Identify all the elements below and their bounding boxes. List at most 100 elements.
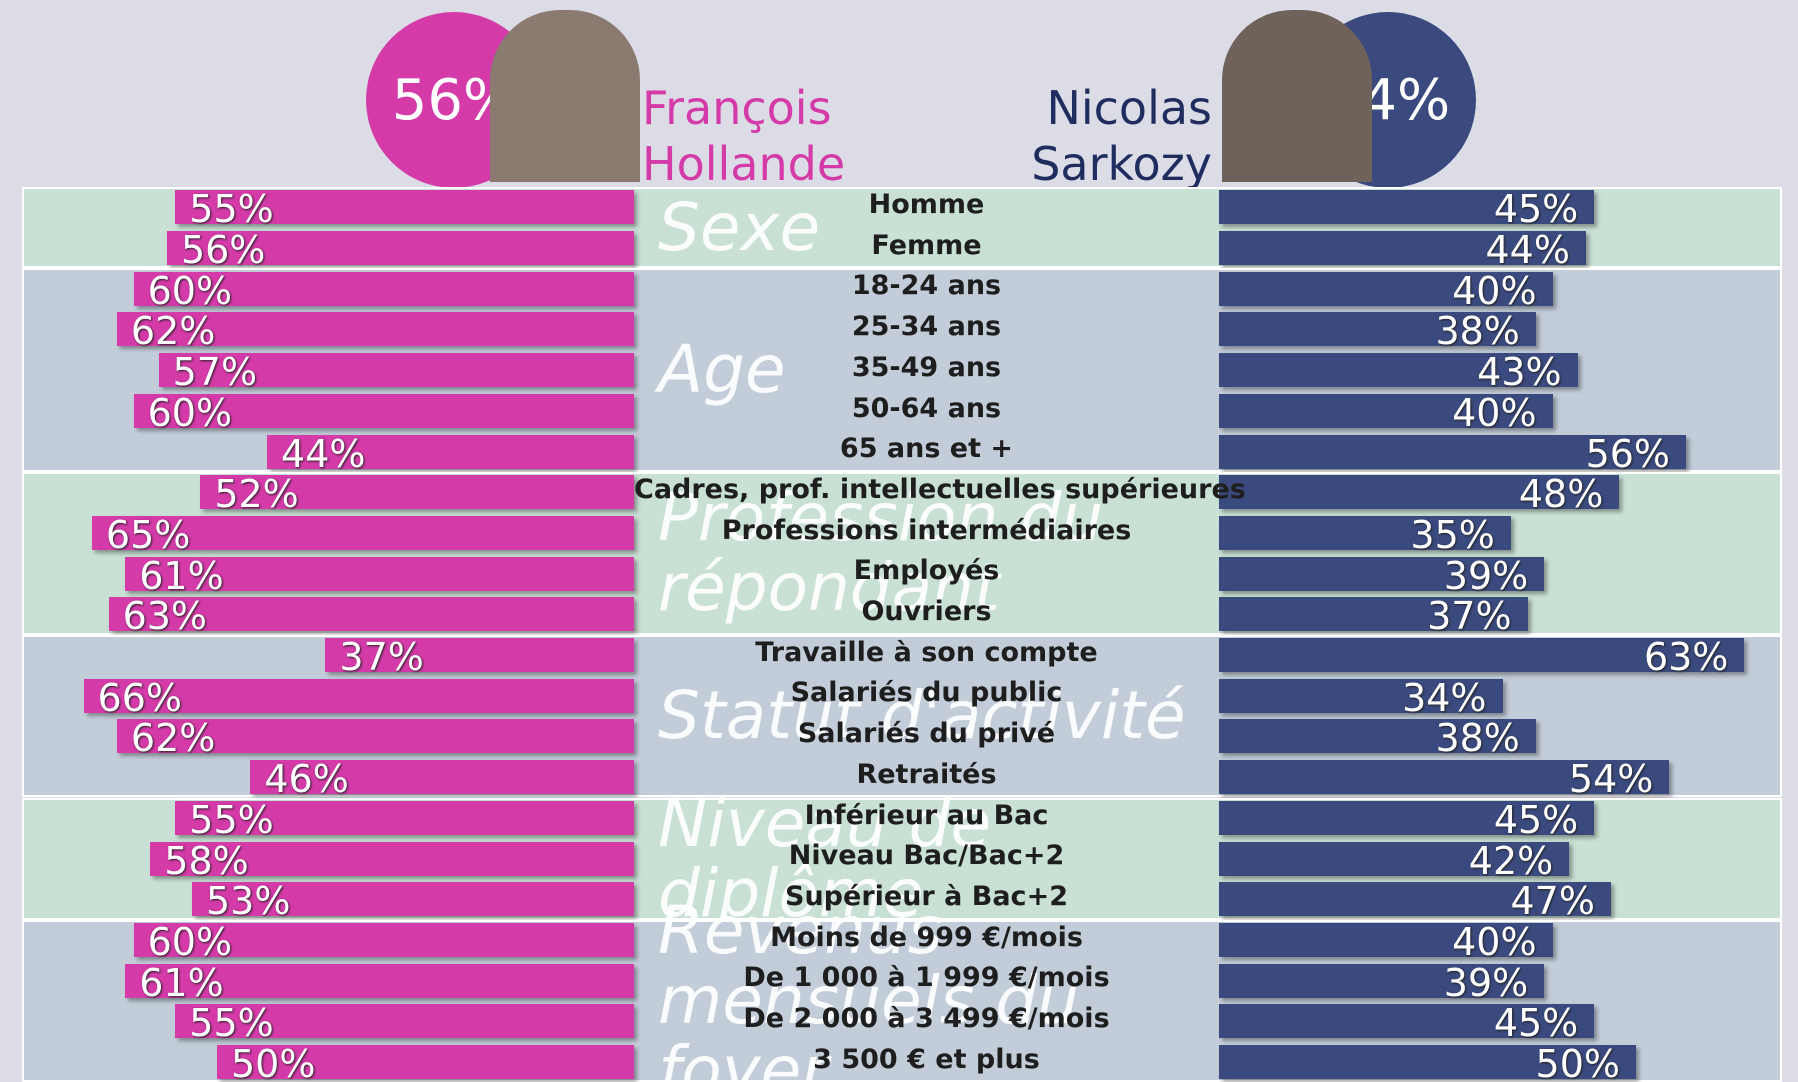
bar xyxy=(116,312,634,347)
value-label: 55% xyxy=(189,797,274,842)
bar xyxy=(1219,434,1687,469)
category-label: Inférieur au Bac xyxy=(804,799,1049,831)
value-label: 40% xyxy=(1452,919,1537,964)
bar xyxy=(166,231,634,266)
group-label: Niveau de diplôme xyxy=(658,784,992,932)
category-label: Travaille à son compte xyxy=(755,636,1098,668)
category-label: Homme xyxy=(868,189,985,220)
value-label: 42% xyxy=(1468,838,1554,883)
value-label: 54% xyxy=(1568,757,1654,802)
bar xyxy=(1219,475,1620,510)
value-label: 58% xyxy=(164,838,249,883)
value-label: 44% xyxy=(281,431,366,476)
value-label: 34% xyxy=(1402,675,1487,720)
bar xyxy=(1219,312,1536,347)
value-label: 44% xyxy=(1485,228,1570,273)
value-label: 63% xyxy=(122,594,208,639)
value-label: 57% xyxy=(172,350,258,395)
bar xyxy=(1219,393,1553,428)
value-label: 37% xyxy=(339,635,424,680)
value-label: 55% xyxy=(189,1001,274,1046)
category-label: Ouvriers xyxy=(861,596,992,627)
value-label: 39% xyxy=(1443,553,1529,598)
bar xyxy=(150,841,634,876)
category-label: 65 ans et + xyxy=(839,433,1014,465)
value-label: 63% xyxy=(1643,635,1729,680)
value-label: 56% xyxy=(1585,431,1671,476)
category-label: De 2 000 à 3 499 €/mois xyxy=(743,1003,1110,1034)
category-label: De 1 000 à 1 999 €/mois xyxy=(743,962,1110,994)
value-label: 45% xyxy=(1493,187,1579,232)
bar xyxy=(116,719,634,754)
value-label: 38% xyxy=(1435,716,1520,761)
bar xyxy=(175,800,634,835)
category-label: Employés xyxy=(853,555,1000,587)
value-label: 65% xyxy=(105,512,191,557)
value-label: 43% xyxy=(1477,350,1562,395)
bar xyxy=(325,638,634,673)
bar xyxy=(1219,1045,1636,1080)
category-label: Cadres, prof. intellectuelles supérieure… xyxy=(634,473,1246,505)
bar xyxy=(1219,760,1670,795)
value-label: 56% xyxy=(180,228,266,273)
bar xyxy=(1219,882,1611,917)
value-label: 61% xyxy=(139,553,224,598)
category-label: Salariés du public xyxy=(790,677,1063,709)
value-label: 45% xyxy=(1493,1001,1579,1046)
category-label: 18-24 ans xyxy=(851,270,1002,302)
candidate-name: François Hollande xyxy=(642,81,846,191)
bar xyxy=(1219,638,1745,673)
value-label: 40% xyxy=(1452,268,1537,313)
bar xyxy=(267,434,634,469)
candidate-name: Nicolas Sarkozy xyxy=(1031,81,1212,191)
bar xyxy=(1219,271,1553,306)
bar xyxy=(108,597,634,632)
value-label: 62% xyxy=(130,716,216,761)
bar xyxy=(158,353,634,388)
value-label: 60% xyxy=(147,268,233,313)
bar xyxy=(191,882,634,917)
bar xyxy=(125,556,634,591)
bar xyxy=(1219,353,1578,388)
category-label: Moins de 999 €/mois xyxy=(770,921,1083,953)
value-label: 53% xyxy=(205,879,291,924)
group-label: Sexe xyxy=(658,188,821,266)
group-label: Statut d'activité xyxy=(658,677,1186,755)
bar xyxy=(1219,922,1553,957)
bar xyxy=(175,190,634,225)
bar xyxy=(1219,1004,1595,1039)
bar xyxy=(1219,515,1511,550)
category-label: Femme xyxy=(871,229,982,261)
group-label: Age xyxy=(658,331,786,409)
group-label: Profession du répondant xyxy=(658,479,1104,627)
bar xyxy=(1219,190,1595,225)
value-label: 60% xyxy=(147,919,233,964)
bar xyxy=(1219,963,1545,998)
value-label: 46% xyxy=(264,757,349,802)
bar xyxy=(91,515,634,550)
bar xyxy=(175,1004,634,1039)
category-label: Supérieur à Bac+2 xyxy=(785,880,1068,912)
value-label: 38% xyxy=(1435,309,1520,354)
value-label: 60% xyxy=(147,390,233,435)
value-label: 35% xyxy=(1410,512,1495,557)
value-label: 40% xyxy=(1452,390,1537,435)
value-label: 47% xyxy=(1510,879,1595,924)
photo-placeholder xyxy=(490,10,640,182)
category-label: Retraités xyxy=(856,758,997,790)
value-label: 50% xyxy=(1535,1042,1620,1082)
value-label: 66% xyxy=(97,675,183,720)
category-label: Niveau Bac/Bac+2 xyxy=(788,840,1065,872)
bar xyxy=(1219,231,1586,266)
value-label: 55% xyxy=(189,187,274,232)
bar xyxy=(133,922,634,957)
bar xyxy=(250,760,634,795)
category-label: 50-64 ans xyxy=(851,392,1002,424)
bar xyxy=(1219,597,1528,632)
bar xyxy=(217,1045,634,1080)
bar xyxy=(1219,556,1545,591)
category-label: Salariés du privé xyxy=(797,718,1056,750)
category-label: 3 500 € et plus xyxy=(813,1043,1040,1075)
bar xyxy=(1219,678,1503,713)
